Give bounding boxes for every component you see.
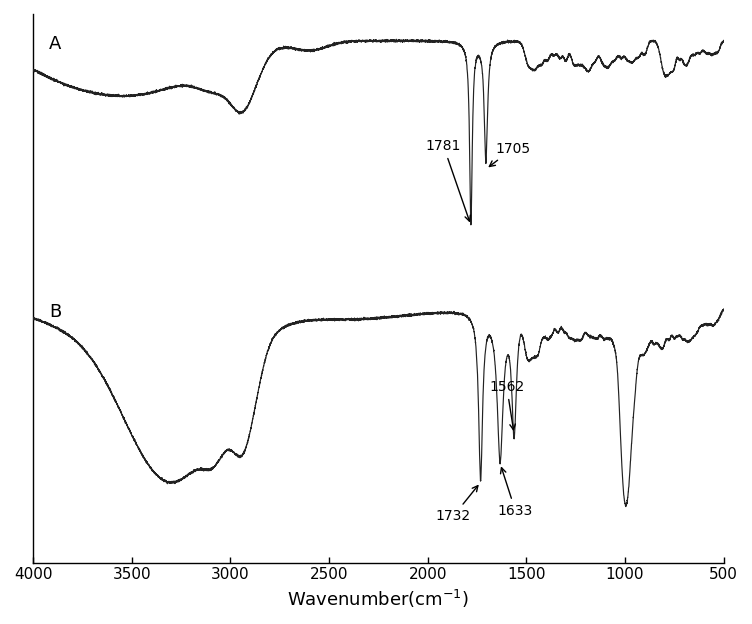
Text: 1562: 1562 bbox=[489, 380, 524, 430]
Text: A: A bbox=[49, 36, 62, 53]
X-axis label: Wavenumber(cm$^{-1}$): Wavenumber(cm$^{-1}$) bbox=[287, 588, 469, 610]
Text: 1705: 1705 bbox=[490, 142, 530, 167]
Text: 1781: 1781 bbox=[426, 139, 470, 222]
Text: B: B bbox=[49, 303, 61, 321]
Text: 1633: 1633 bbox=[498, 467, 533, 518]
Text: 1732: 1732 bbox=[436, 485, 478, 523]
